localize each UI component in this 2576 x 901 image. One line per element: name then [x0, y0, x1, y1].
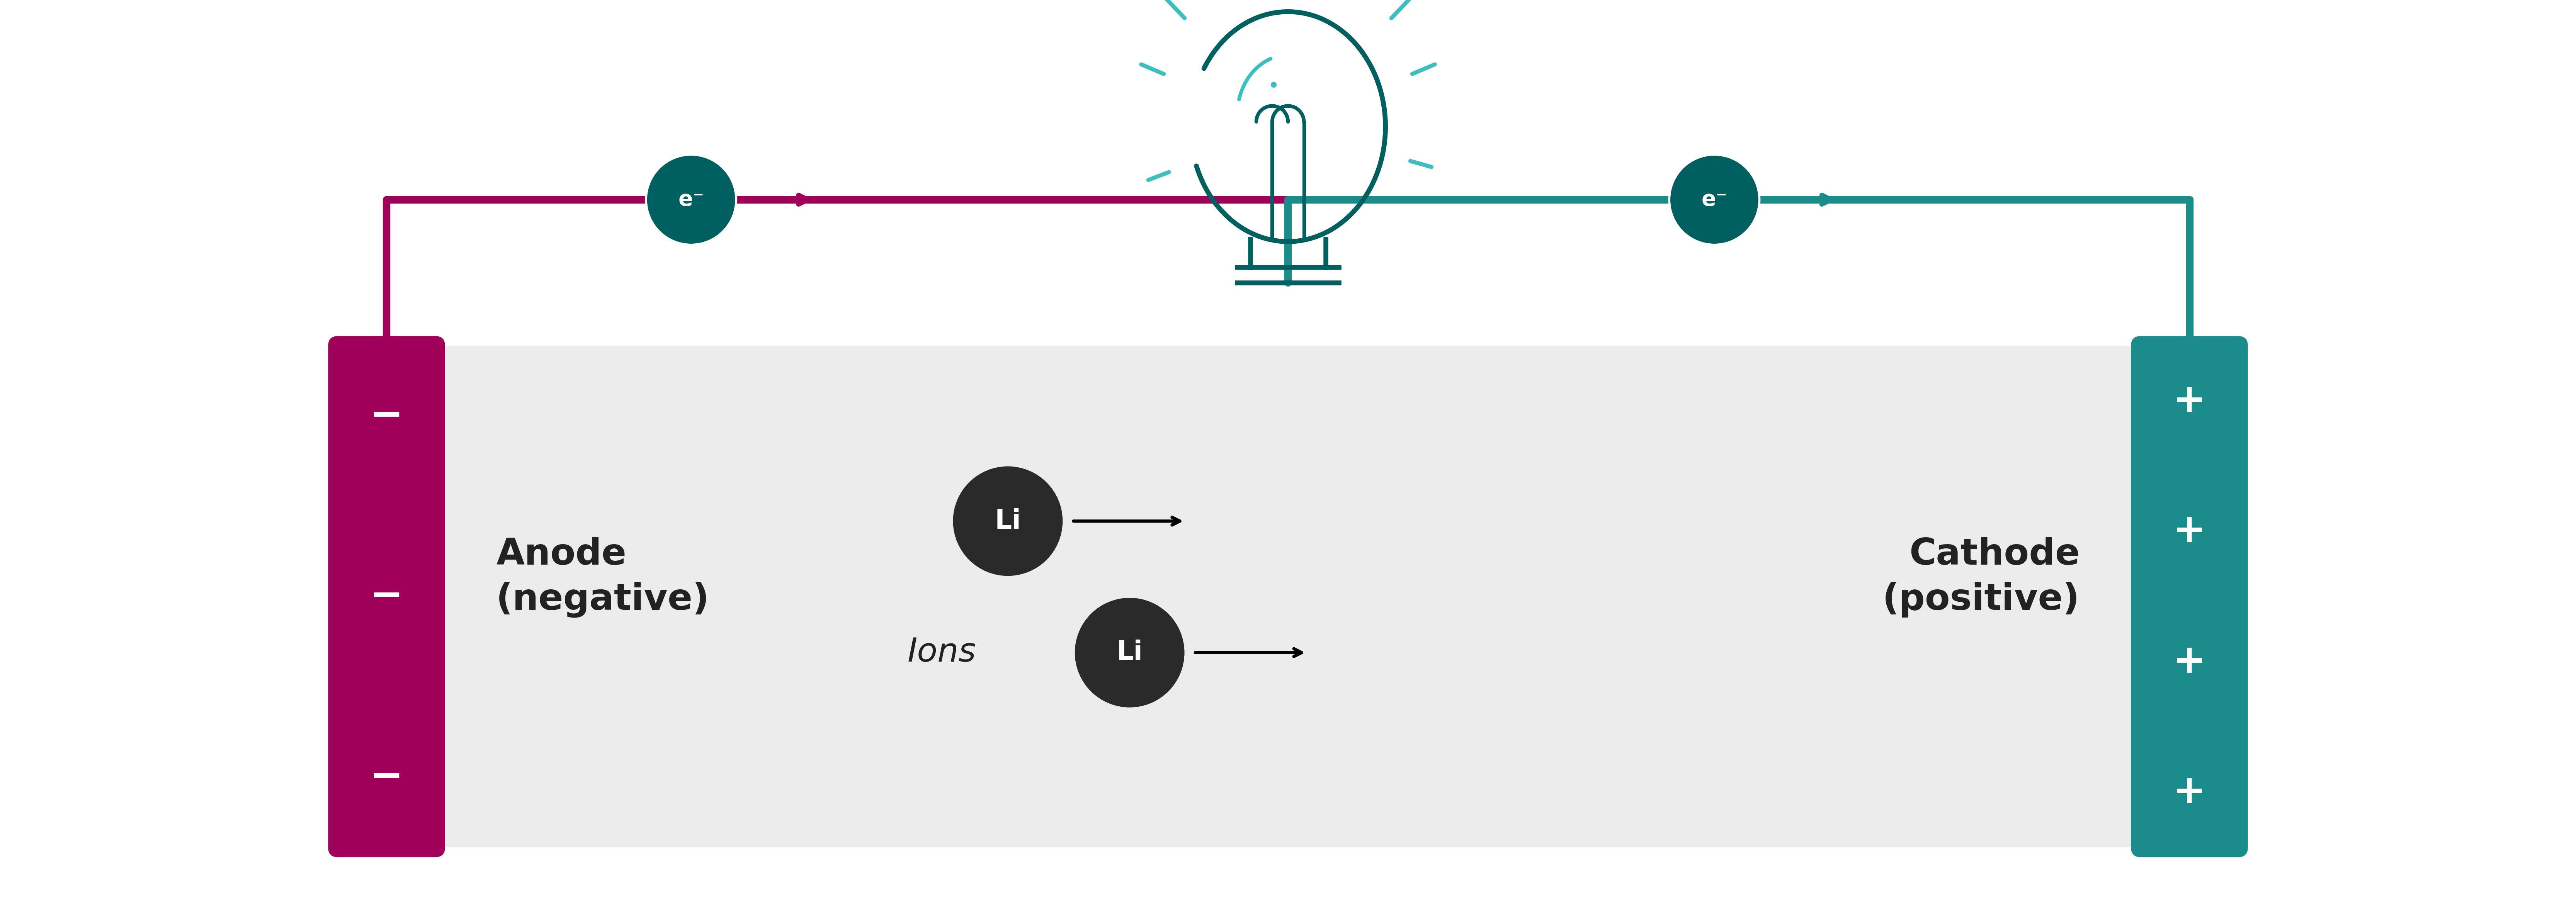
Text: Cathode
(positive): Cathode (positive) — [1883, 537, 2079, 617]
Text: +: + — [2172, 773, 2205, 812]
FancyBboxPatch shape — [2130, 336, 2249, 857]
FancyBboxPatch shape — [327, 336, 446, 857]
FancyBboxPatch shape — [435, 346, 2141, 848]
Text: −: − — [371, 758, 404, 796]
Text: +: + — [2172, 642, 2205, 681]
Text: Ions: Ions — [907, 637, 976, 669]
Text: −: − — [371, 396, 404, 435]
Text: +: + — [2172, 512, 2205, 551]
Text: e⁻: e⁻ — [1700, 189, 1728, 210]
Circle shape — [1669, 155, 1759, 245]
Text: e⁻: e⁻ — [677, 189, 703, 210]
Circle shape — [1074, 598, 1185, 707]
Text: Anode
(negative): Anode (negative) — [497, 537, 708, 617]
Text: Li: Li — [1115, 640, 1144, 666]
Text: +: + — [2172, 381, 2205, 421]
Text: Li: Li — [994, 508, 1020, 534]
Circle shape — [953, 467, 1064, 576]
Circle shape — [647, 155, 737, 245]
Text: −: − — [371, 578, 404, 616]
